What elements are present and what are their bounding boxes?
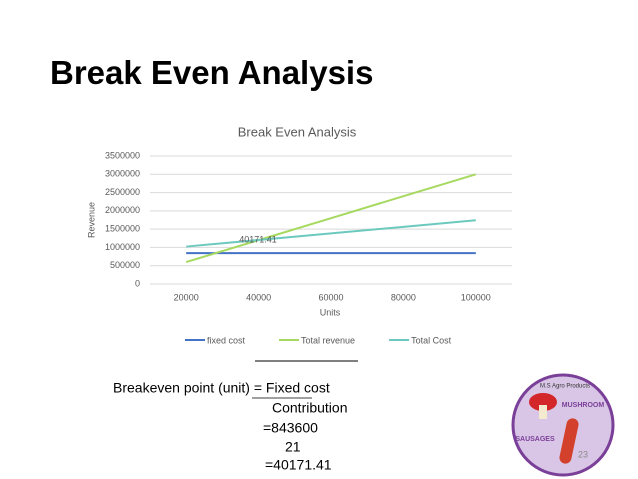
chart-title: Break Even Analysis bbox=[238, 124, 357, 139]
x-tick-label: 20000 bbox=[174, 292, 199, 302]
y-axis-label: Revenue bbox=[86, 202, 96, 238]
y-tick-label: 3500000 bbox=[105, 150, 140, 160]
mushroom-stem bbox=[539, 405, 547, 419]
formula-line: =843600 bbox=[263, 420, 318, 436]
formula-line: Contribution bbox=[272, 400, 348, 416]
y-tick-label: 500000 bbox=[110, 260, 140, 270]
series-line bbox=[185, 173, 477, 264]
logo-text: SAUSAGES bbox=[515, 436, 555, 443]
logo-text: MUSHROOM bbox=[562, 402, 605, 409]
x-axis-label: Units bbox=[320, 307, 341, 317]
annotation: 40171.41 bbox=[239, 234, 277, 244]
x-tick-label: 100000 bbox=[461, 292, 491, 302]
y-tick-label: 1500000 bbox=[105, 224, 140, 234]
slide-title: Break Even Analysis bbox=[50, 54, 373, 91]
formula-line: 21 bbox=[285, 439, 301, 455]
y-tick-label: 2000000 bbox=[105, 205, 140, 215]
sausage bbox=[559, 418, 579, 464]
legend-label: fixed cost bbox=[207, 335, 246, 345]
y-tick-label: 3000000 bbox=[105, 169, 140, 179]
x-tick-label: 40000 bbox=[246, 292, 271, 302]
y-tick-label: 0 bbox=[135, 278, 140, 288]
mushroom-cap bbox=[529, 393, 557, 411]
series-line bbox=[186, 219, 476, 248]
page-number: 23 bbox=[578, 449, 588, 459]
formula-line: =40171.41 bbox=[265, 457, 332, 473]
logo-text: M.S Agro Products bbox=[540, 384, 590, 390]
x-tick-label: 80000 bbox=[391, 292, 416, 302]
x-tick-label: 60000 bbox=[318, 292, 343, 302]
y-tick-label: 2500000 bbox=[105, 187, 140, 197]
legend-label: Total revenue bbox=[301, 335, 355, 345]
legend-label: Total Cost bbox=[411, 335, 452, 345]
formula-line: Breakeven point (unit) = Fixed cost bbox=[113, 380, 330, 396]
logo: M.S Agro Products MUSHROOM SAUSAGES bbox=[511, 373, 615, 477]
y-tick-label: 1000000 bbox=[105, 242, 140, 252]
